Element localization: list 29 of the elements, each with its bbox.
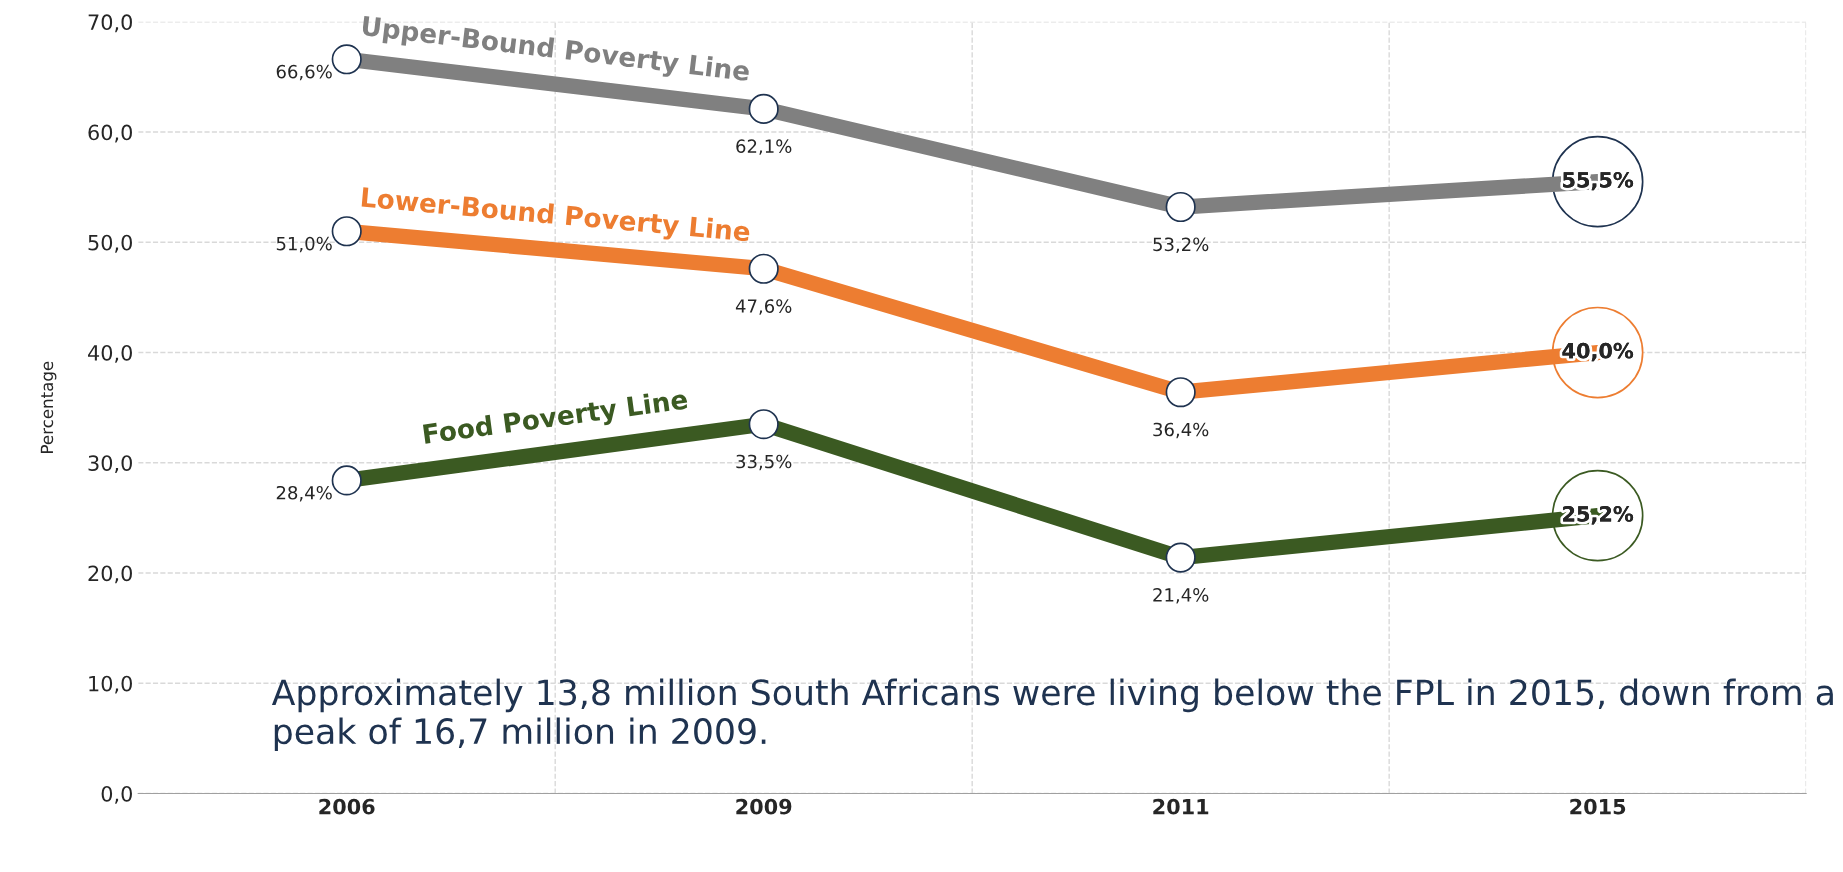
y-tick-label: 50,0 — [88, 234, 132, 253]
text: Upper-Bound Poverty Line — [361, 15, 751, 87]
point — [1165, 542, 1196, 573]
data-label: 21,4% — [1153, 588, 1209, 604]
y-tick-label: 20,0 — [88, 565, 132, 584]
data-label: 62,1% — [736, 139, 792, 155]
data-label: 53,2% — [1153, 237, 1209, 253]
y-tick-label: 60,0 — [88, 124, 132, 143]
x-tick-label: 2006 — [319, 798, 375, 815]
text: Lower-Bound Poverty Line — [361, 186, 751, 247]
point — [748, 409, 779, 440]
y-tick-label: 70,0 — [88, 14, 132, 33]
y-tick-label: 0,0 — [101, 785, 132, 804]
data-label: 47,6% — [735, 299, 792, 315]
annotation: Approximately 13,8 million South Africans were living below the FPL in 2015, down from a peak of 16,7 million in 2009. — [271, 678, 1833, 752]
y-axis-title: Percentage — [40, 361, 57, 453]
x-tick-label: 2015 — [1570, 798, 1626, 815]
data-label: 51,0% — [276, 236, 332, 253]
x-tick-label: 2009 — [736, 798, 792, 815]
x-tick-label: 2011 — [1153, 798, 1209, 815]
data-label: 66,6% — [276, 64, 332, 81]
y-tick-label: 30,0 — [88, 455, 132, 474]
text: Food Poverty Line — [422, 388, 689, 450]
y-tick-label: 40,0 — [88, 344, 132, 363]
point — [331, 465, 362, 496]
data-label: 28,4% — [276, 485, 332, 502]
y-tick-label: 10,0 — [89, 675, 132, 694]
data-label: 33,5% — [736, 454, 792, 471]
data-label: 36,4% — [1153, 422, 1209, 439]
